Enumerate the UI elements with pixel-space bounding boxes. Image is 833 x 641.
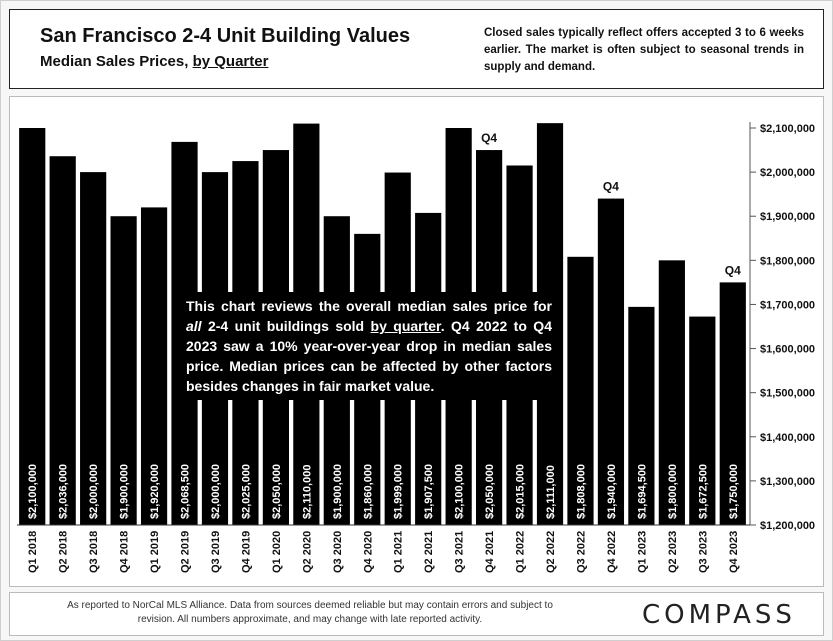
x-tick-label: Q3 2022	[575, 531, 587, 573]
bar-value-label: $2,111,000	[545, 465, 557, 519]
x-tick-label: Q2 2023	[667, 531, 679, 573]
bar-value-label: $2,050,000	[271, 464, 283, 519]
bar-value-label: $2,015,000	[515, 464, 527, 519]
callout-text-by-quarter: by quarter	[370, 318, 441, 334]
bar-value-label: $1,694,500	[636, 464, 648, 519]
x-tick-label: Q2 2021	[423, 531, 435, 573]
x-tick-label: Q3 2021	[454, 531, 466, 573]
subtitle-by-quarter: by Quarter	[192, 53, 269, 70]
bar-value-label: $2,000,000	[88, 464, 100, 519]
header-note: Closed sales typically reflect offers ac…	[484, 27, 804, 73]
bar-value-label: $2,050,000	[484, 464, 496, 519]
x-tick-label: Q4 2018	[119, 531, 131, 573]
chart-callout: This chart reviews the overall median sa…	[178, 292, 560, 400]
x-tick-label: Q2 2019	[180, 531, 192, 573]
bar-value-label: $1,900,000	[119, 464, 131, 519]
callout-text-all: all	[186, 318, 202, 334]
compass-logo: COMPASS	[642, 600, 796, 630]
y-tick-label: $1,600,000	[760, 344, 815, 356]
callout-text-2: 2-4 unit buildings sold	[201, 318, 371, 334]
bar	[628, 306, 655, 525]
x-tick-label: Q4 2023	[728, 531, 740, 573]
bar	[689, 316, 716, 525]
bar-value-label: $1,907,500	[423, 464, 435, 519]
q4-annotation: Q4	[481, 131, 497, 145]
x-tick-label: Q3 2018	[88, 531, 100, 573]
callout-text-3: . Q4 2022 to Q4 2023 saw a 10% year-over…	[186, 318, 552, 394]
header-panel: San Francisco 2-4 Unit Building Values M…	[9, 9, 824, 89]
y-tick-label: $1,800,000	[760, 255, 815, 267]
x-tick-label: Q3 2023	[697, 531, 709, 573]
x-tick-label: Q3 2019	[210, 531, 222, 573]
x-tick-label: Q3 2020	[332, 531, 344, 573]
bar-value-label: $1,672,500	[697, 464, 709, 519]
callout-text-1: This chart reviews the overall median sa…	[186, 298, 552, 314]
bar-value-label: $2,068,500	[180, 464, 192, 519]
bar	[140, 207, 168, 525]
bar	[567, 256, 594, 525]
y-tick-label: $1,500,000	[760, 388, 815, 400]
bar-value-label: $2,100,000	[454, 464, 466, 519]
x-tick-label: Q1 2021	[393, 531, 405, 573]
bar-value-label: $1,750,000	[728, 464, 740, 519]
bar	[49, 156, 76, 525]
bar	[110, 216, 137, 525]
q4-annotation: Q4	[603, 180, 619, 194]
x-tick-label: Q1 2019	[149, 531, 161, 573]
bar-value-label: $1,808,000	[575, 464, 587, 519]
x-tick-label: Q4 2022	[606, 531, 618, 573]
bar-value-label: $2,000,000	[210, 464, 222, 519]
x-tick-label: Q1 2018	[27, 531, 39, 573]
bar	[719, 282, 746, 525]
x-tick-label: Q2 2020	[301, 531, 313, 573]
y-tick-label: $1,300,000	[760, 476, 815, 488]
bar-value-label: $1,860,000	[362, 464, 374, 519]
y-tick-label: $1,700,000	[760, 299, 815, 311]
x-tick-label: Q2 2022	[545, 531, 557, 573]
bar-value-label: $1,920,000	[149, 464, 161, 519]
y-tick-label: $2,000,000	[760, 167, 815, 179]
bar	[658, 260, 685, 525]
subtitle-prefix: Median Sales Prices,	[40, 53, 193, 70]
bar	[19, 128, 46, 525]
chart-title: San Francisco 2-4 Unit Building Values	[40, 25, 411, 47]
bar-value-label: $2,100,000	[27, 464, 39, 519]
bar-value-label: $2,025,000	[240, 464, 252, 519]
x-tick-label: Q4 2020	[362, 531, 374, 573]
bar-value-label: $2,110,000	[301, 465, 313, 519]
x-tick-label: Q1 2022	[515, 531, 527, 573]
y-tick-label: $1,200,000	[760, 520, 815, 532]
footer-panel: As reported to NorCal MLS Alliance. Data…	[9, 592, 824, 636]
chart-subtitle: Median Sales Prices, by Quarter	[40, 53, 268, 70]
bar	[597, 198, 625, 526]
bar-value-label: $1,900,000	[332, 464, 344, 519]
x-tick-label: Q4 2019	[240, 531, 252, 573]
footer-disclaimer: As reported to NorCal MLS Alliance. Data…	[67, 600, 553, 625]
bar	[80, 172, 107, 525]
y-tick-label: $1,400,000	[760, 432, 815, 444]
y-tick-label: $2,100,000	[760, 123, 815, 135]
bar-value-label: $1,800,000	[667, 464, 679, 519]
x-tick-label: Q2 2018	[58, 531, 70, 573]
x-tick-label: Q1 2020	[271, 531, 283, 573]
x-tick-label: Q4 2021	[484, 531, 496, 573]
bar-value-label: $2,036,000	[58, 464, 70, 519]
bar-value-label: $1,940,000	[606, 464, 618, 519]
q4-annotation: Q4	[725, 263, 741, 277]
y-tick-label: $1,900,000	[760, 211, 815, 223]
bar-value-label: $1,999,000	[393, 464, 405, 519]
x-tick-label: Q1 2023	[636, 531, 648, 573]
